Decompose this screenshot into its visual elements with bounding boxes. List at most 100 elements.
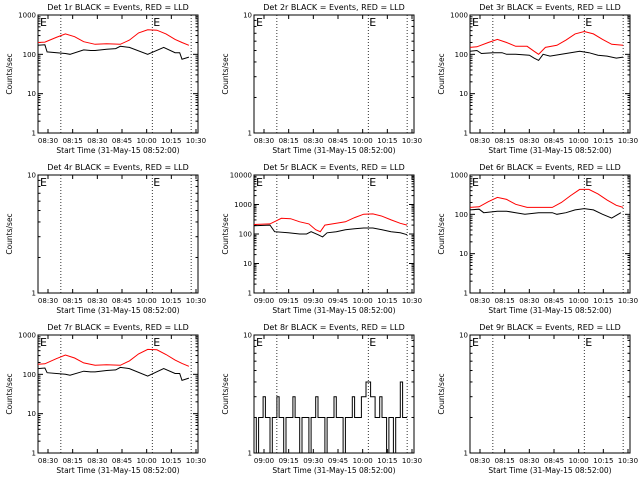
events-series-line [253,224,408,238]
detector-panel-3: Det 3r BLACK = Events, RED = LLD 1 10 100 10… [437,3,638,155]
plot-frame [37,334,199,454]
panel-title: Det 3r BLACK = Events, RED = LLD [479,3,621,12]
event-marker-label: E [40,16,47,29]
x-tick-label: 08:15 [279,137,299,145]
y-tick-label: 1 [464,290,468,298]
x-tick-label: 08:15 [63,457,83,465]
event-marker-label: E [369,176,376,189]
y-tick-label: 1000 [450,172,468,180]
detector-panel-5: Det 5r BLACK = Events, RED = LLD 1 10 100 10… [221,163,422,315]
x-tick-label: 08:45 [112,297,132,305]
x-tick-label: 10:00 [353,297,373,305]
y-tick-label: 100 [23,51,36,59]
event-marker-label: E [153,176,160,189]
x-tick-label: 10:30 [618,137,638,145]
y-tick-label: 1 [248,290,252,298]
panel-title: Det 4r BLACK = Events, RED = LLD [47,163,189,172]
x-tick-label: 08:15 [495,457,515,465]
x-tick-label: 10:00 [137,137,157,145]
lld-series-line [37,29,190,46]
x-tick-label: 10:15 [593,137,613,145]
event-marker-label: E [472,16,479,29]
events-series-line [469,208,622,219]
x-tick-label: 09:00 [254,457,274,465]
x-tick-label: 10:15 [377,457,397,465]
x-tick-label: 10:00 [353,457,373,465]
detector-panel-7: Det 7r BLACK = Events, RED = LLD 1 10 100 10… [5,323,206,475]
y-axis-label: Counts/sec [221,213,230,254]
x-tick-label: 10:15 [161,457,181,465]
x-tick-label: 09:00 [254,297,274,305]
lld-series-line [469,30,624,55]
x-tick-label: 08:30 [519,297,539,305]
y-tick-label: 100 [23,371,36,379]
x-axis-label: Start Time (31-May-15 08:52:00) [56,306,179,315]
panel-title: Det 7r BLACK = Events, RED = LLD [47,323,189,332]
x-tick-label: 10:30 [186,457,206,465]
plot-frame [253,14,415,134]
y-tick-label: 1 [248,450,252,458]
plot-frame [469,14,631,134]
y-tick-label: 100 [455,211,468,219]
x-tick-label: 08:15 [63,297,83,305]
event-marker-label: E [472,176,479,189]
event-marker-label: E [472,336,479,349]
y-axis-label: Counts/sec [221,373,230,414]
x-tick-label: 10:15 [593,297,613,305]
x-tick-label: 10:30 [186,137,206,145]
x-tick-label: 09:30 [303,297,323,305]
x-tick-label: 08:15 [495,297,515,305]
x-tick-label: 08:30 [470,137,490,145]
y-tick-label: 100 [455,51,468,59]
x-tick-label: 08:30 [87,137,107,145]
x-tick-label: 09:45 [328,457,348,465]
x-tick-label: 08:30 [38,297,58,305]
x-tick-label: 08:15 [495,137,515,145]
x-tick-label: 10:00 [569,297,589,305]
lld-series-line [37,348,190,367]
event-marker-label: E [256,336,263,349]
x-tick-label: 10:00 [353,137,373,145]
event-marker-label: E [256,16,263,29]
y-tick-label: 1000 [450,12,468,20]
lld-series-line [253,213,408,233]
x-tick-label: 10:30 [618,457,638,465]
plot-frame [253,334,415,454]
x-axis-label: Start Time (31-May-15 08:52:00) [488,306,611,315]
event-marker-label: E [585,176,592,189]
events-series-line [37,366,190,382]
x-tick-label: 08:45 [328,137,348,145]
y-axis-label: Counts/sec [221,53,230,94]
panel-title: Det 2r BLACK = Events, RED = LLD [263,3,405,12]
y-tick-label: 10000 [230,172,252,180]
x-tick-label: 10:15 [593,457,613,465]
x-tick-label: 10:15 [377,297,397,305]
y-tick-label: 1 [32,450,36,458]
y-axis-label: Counts/sec [437,53,446,94]
y-tick-label: 10 [243,260,252,268]
event-marker-label: E [585,336,592,349]
y-axis-label: Counts/sec [5,53,14,94]
x-tick-label: 08:30 [519,457,539,465]
x-tick-label: 08:15 [63,137,83,145]
x-axis-label: Start Time (31-May-15 08:52:00) [56,466,179,475]
y-tick-label: 10 [243,332,252,340]
x-axis-label: Start Time (31-May-15 08:52:00) [272,466,395,475]
event-marker-label: E [40,336,47,349]
x-tick-label: 08:30 [254,137,274,145]
x-tick-label: 08:30 [470,457,490,465]
x-tick-label: 10:30 [402,137,422,145]
x-axis-label: Start Time (31-May-15 08:52:00) [272,146,395,155]
event-marker-label: E [256,176,263,189]
x-tick-label: 10:30 [186,297,206,305]
y-axis-label: Counts/sec [437,213,446,254]
detector-panel-4: Det 4r BLACK = Events, RED = LLD 1 10 08:30… [5,163,206,315]
x-axis-label: Start Time (31-May-15 08:52:00) [56,146,179,155]
x-tick-label: 08:45 [112,137,132,145]
plot-frame [37,14,199,134]
event-marker-label: E [369,16,376,29]
x-tick-label: 08:30 [87,457,107,465]
plot-frame [253,174,415,294]
